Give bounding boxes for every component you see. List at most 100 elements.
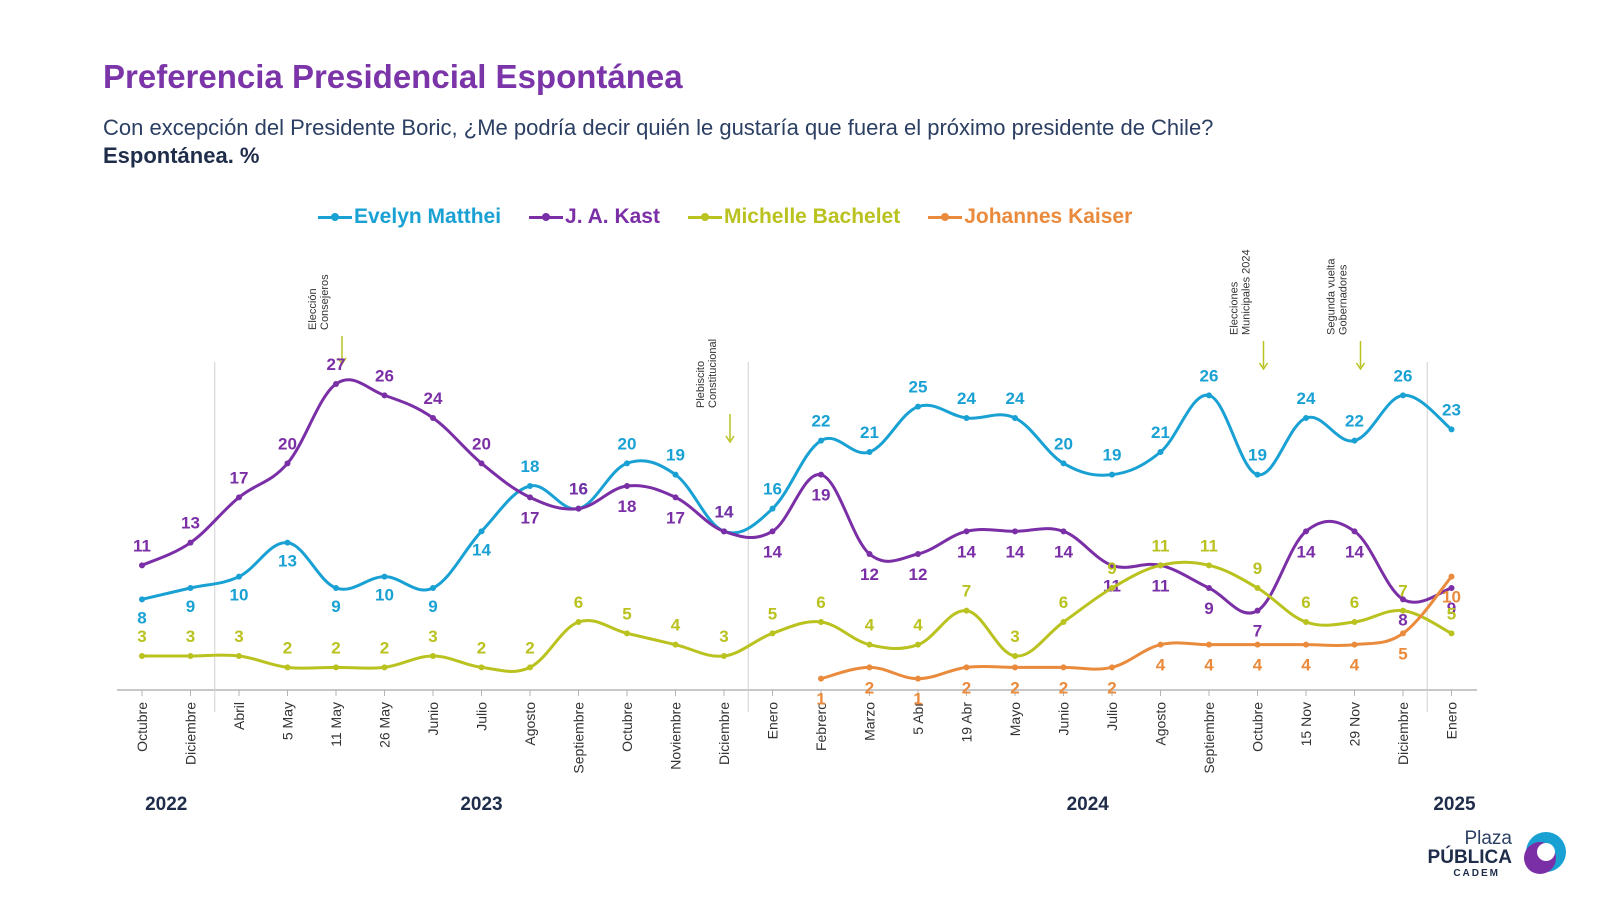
legend-item-kast: J. A. Kast bbox=[529, 205, 660, 229]
x-tick-label: Noviembre bbox=[668, 702, 684, 770]
logo-text: PÚBLICA bbox=[1427, 847, 1512, 868]
series-line bbox=[140, 560, 1453, 673]
data-label: 19 bbox=[1103, 446, 1122, 465]
data-point bbox=[624, 630, 630, 637]
data-point bbox=[818, 471, 824, 478]
data-label: 9 bbox=[428, 597, 437, 616]
chart-legend: Evelyn Matthei J. A. Kast Michelle Bache… bbox=[318, 202, 1132, 232]
data-label: 14 bbox=[472, 540, 491, 559]
x-tick-label: Diciembre bbox=[1395, 702, 1411, 765]
data-point bbox=[381, 573, 388, 580]
data-label: 18 bbox=[618, 497, 637, 516]
event-annotation-label: Segunda vuelta bbox=[1326, 258, 1338, 335]
data-point bbox=[1109, 471, 1115, 478]
data-label: 9 bbox=[1253, 559, 1262, 578]
legend-line-icon bbox=[928, 212, 963, 221]
x-tick-label: 15 Nov bbox=[1298, 702, 1314, 746]
data-point bbox=[915, 403, 921, 410]
data-point bbox=[1206, 392, 1212, 399]
data-label: 9 bbox=[331, 597, 340, 616]
data-point bbox=[1012, 653, 1018, 659]
data-point bbox=[915, 675, 921, 682]
event-annotation-label: Plebiscito bbox=[695, 361, 707, 408]
data-point bbox=[1012, 528, 1018, 535]
x-tick-label: Mayo bbox=[1007, 702, 1023, 736]
x-tick-label: 26 May bbox=[377, 702, 393, 748]
data-label: 3 bbox=[137, 627, 146, 646]
data-label: 7 bbox=[962, 582, 971, 601]
data-point bbox=[527, 494, 533, 501]
data-label: 2 bbox=[331, 638, 340, 657]
data-point bbox=[1060, 460, 1067, 467]
data-label: 16 bbox=[569, 480, 588, 499]
year-label: 2022 bbox=[145, 794, 187, 815]
plaza-publica-cadem-logo: Plaza PÚBLICA CADEM bbox=[1420, 828, 1570, 879]
series-line bbox=[140, 393, 1453, 601]
data-label: 9 bbox=[1447, 599, 1456, 618]
data-point bbox=[284, 460, 291, 467]
data-label: 19 bbox=[1248, 446, 1267, 465]
data-point bbox=[1351, 641, 1358, 648]
data-point bbox=[478, 528, 485, 535]
data-point bbox=[915, 551, 921, 557]
data-point bbox=[1109, 562, 1115, 569]
data-point bbox=[1351, 528, 1358, 535]
data-label: 3 bbox=[234, 627, 243, 646]
data-label: 5 bbox=[1398, 644, 1407, 663]
year-label: 2025 bbox=[1433, 794, 1476, 815]
data-point bbox=[1303, 619, 1309, 625]
x-tick-label: Octubre bbox=[134, 702, 150, 752]
data-point bbox=[1254, 585, 1261, 591]
data-label: 5 bbox=[622, 604, 631, 623]
legend-item-bachelet: Michelle Bachelet bbox=[687, 205, 900, 229]
data-point bbox=[915, 641, 921, 648]
data-point bbox=[478, 664, 485, 671]
data-label: 2 bbox=[283, 638, 292, 657]
data-label: 20 bbox=[1054, 434, 1073, 453]
data-label: 4 bbox=[865, 616, 875, 635]
data-label: 17 bbox=[666, 508, 685, 527]
legend-label: J. A. Kast bbox=[565, 205, 660, 228]
data-point bbox=[866, 551, 873, 557]
data-label: 6 bbox=[574, 593, 583, 612]
data-point bbox=[769, 528, 776, 535]
legend-line-icon bbox=[687, 212, 722, 221]
data-label: 5 bbox=[768, 604, 777, 623]
year-label: 2023 bbox=[460, 794, 502, 815]
data-label: 16 bbox=[763, 480, 782, 499]
data-label: 14 bbox=[1006, 542, 1025, 561]
x-tick-label: 5 May bbox=[280, 702, 296, 740]
data-point bbox=[1351, 619, 1358, 625]
data-label: 2 bbox=[1107, 678, 1116, 697]
chart-unit-label: Espontánea. % bbox=[103, 143, 260, 168]
data-label: 9 bbox=[1204, 599, 1213, 618]
data-label: 14 bbox=[715, 502, 734, 521]
data-label: 24 bbox=[957, 389, 976, 408]
data-point bbox=[236, 653, 242, 659]
data-label: 27 bbox=[327, 355, 346, 374]
data-point bbox=[1400, 607, 1406, 614]
data-label: 24 bbox=[424, 389, 443, 408]
data-point bbox=[672, 641, 679, 648]
data-point bbox=[866, 664, 873, 671]
x-tick-label: Agosto bbox=[1153, 702, 1169, 746]
data-point bbox=[187, 653, 194, 659]
data-label: 19 bbox=[812, 486, 831, 505]
data-point bbox=[1109, 664, 1115, 671]
data-label: 20 bbox=[472, 434, 491, 453]
data-point bbox=[478, 460, 485, 467]
x-tick-label: Enero bbox=[765, 702, 781, 740]
x-tick-label: Enero bbox=[1444, 702, 1460, 740]
data-point bbox=[527, 664, 533, 671]
year-label: 2024 bbox=[1067, 794, 1110, 815]
data-point bbox=[333, 664, 339, 671]
chart-subtitle: Con excepción del Presidente Boric, ¿Me … bbox=[103, 115, 1214, 140]
data-label: 18 bbox=[521, 457, 540, 476]
data-point bbox=[187, 539, 194, 546]
data-label: 6 bbox=[1350, 593, 1359, 612]
x-tick-label: Julio bbox=[474, 702, 490, 731]
data-point bbox=[333, 381, 339, 387]
logo-mark-icon bbox=[1524, 832, 1566, 874]
data-point bbox=[1254, 471, 1261, 478]
data-point bbox=[1303, 641, 1309, 648]
